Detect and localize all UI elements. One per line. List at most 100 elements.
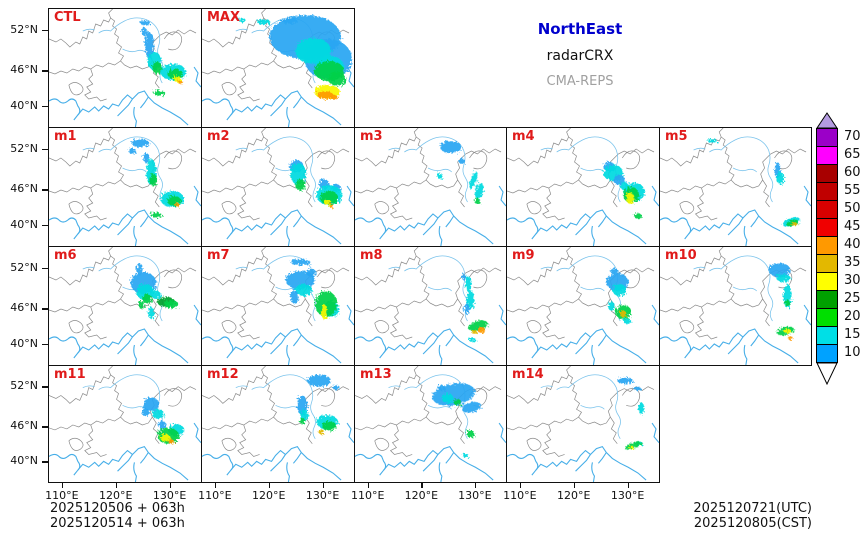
y-axis-tick [42, 189, 48, 191]
panel-label: m9 [512, 248, 535, 263]
valid-time-cst: 2025120805(CST) [693, 516, 812, 531]
radar-echo [441, 393, 454, 404]
radar-echo [174, 203, 180, 207]
panel-label: m2 [207, 129, 230, 144]
x-axis-label: 130°E [152, 489, 187, 502]
y-axis-label: 40°N [10, 98, 38, 112]
panel-m4: m4 [506, 127, 660, 247]
panel-m10: m10 [659, 246, 812, 366]
radar-echo [143, 397, 160, 412]
radar-echo [295, 179, 306, 191]
radar-echo [626, 192, 635, 204]
panel-ctl: CTL [48, 8, 202, 128]
radar-echo [330, 94, 339, 100]
radar-echo [164, 300, 179, 308]
panel-m2: m2 [201, 127, 355, 247]
colorbar-box-35 [816, 254, 838, 273]
x-axis-label: 110°E [198, 489, 232, 502]
map-svg [202, 247, 354, 365]
colorbar-box-65 [816, 146, 838, 165]
panel-m7: m7 [201, 246, 355, 366]
radar-echo [453, 399, 462, 406]
radar-echo [329, 204, 334, 208]
radar-echo [136, 263, 143, 275]
panel-label: m1 [54, 129, 77, 144]
map-svg [49, 9, 201, 127]
radar-echo [322, 421, 337, 431]
colorbar-label: 50 [844, 201, 860, 216]
radar-echo [628, 445, 635, 450]
init-time-line-2: 2025120514 + 063h [50, 516, 185, 531]
radar-echo [475, 183, 484, 199]
radar-echo [461, 401, 482, 413]
radar-echo [152, 409, 165, 420]
x-axis-label: 130°E [458, 489, 492, 502]
radar-echo [471, 330, 478, 334]
radar-echo [150, 212, 163, 218]
radar-echo [143, 153, 150, 163]
panel-m6: m6 [48, 246, 202, 366]
x-axis-tick [115, 483, 118, 488]
y-axis-label: 40°N [10, 336, 38, 350]
map-svg [202, 128, 354, 246]
radar-echo [776, 274, 791, 282]
panel-m13: m13 [354, 365, 507, 483]
radar-echo [158, 421, 167, 429]
radar-echo [153, 90, 166, 96]
y-axis-label: 46°N [10, 63, 38, 77]
map-svg [507, 366, 659, 482]
x-axis-tick [214, 483, 217, 488]
colorbar-box-55 [816, 182, 838, 201]
y-axis-tick [42, 70, 48, 72]
radar-echo [619, 310, 627, 318]
radar-echo [160, 433, 171, 442]
radar-echo [295, 38, 332, 64]
panel-label: m13 [360, 367, 392, 382]
x-axis-label: 130°E [610, 489, 645, 502]
panel-label: m11 [54, 367, 86, 382]
radar-echo [466, 291, 475, 309]
radar-echo [624, 441, 642, 450]
x-axis-tick [421, 483, 423, 488]
radar-echo [613, 175, 626, 185]
x-axis-label: 110°E [45, 489, 79, 502]
radar-echo [300, 409, 309, 422]
panel-label: m10 [665, 248, 697, 263]
y-axis-tick [42, 308, 48, 310]
panel-label: m3 [360, 129, 383, 144]
map-svg [355, 128, 506, 246]
panel-label: m12 [207, 367, 239, 382]
panel-label: MAX [207, 10, 241, 25]
radar-echo [623, 318, 632, 324]
radar-echo [315, 291, 338, 317]
radar-echo [177, 80, 183, 84]
map-svg [49, 247, 201, 365]
radar-echo [290, 163, 307, 185]
map-svg [660, 128, 811, 246]
radar-echo [321, 304, 328, 320]
radar-echo [474, 198, 481, 204]
y-axis-label: 52°N [10, 379, 38, 393]
colorbar-label: 25 [844, 291, 860, 306]
y-axis-tick [42, 224, 48, 227]
y-axis-label: 52°N [10, 260, 38, 274]
radar-echo [633, 386, 642, 391]
radar-echo [141, 28, 148, 36]
radar-echo [461, 274, 466, 280]
colorbar-box-10 [816, 344, 838, 363]
y-axis-label: 46°N [10, 419, 38, 433]
title-block: NorthEast radarCRX CMA-REPS [468, 20, 692, 89]
radar-echo [299, 418, 306, 424]
radar-echo [439, 141, 462, 153]
radar-echo [140, 20, 151, 26]
colorbar-box-30 [816, 272, 838, 291]
radar-echo [466, 429, 475, 438]
y-axis-tick [42, 267, 48, 270]
radar-echo [290, 290, 299, 304]
colorbar-box-40 [816, 236, 838, 255]
radar-echo [323, 199, 331, 205]
radar-echo [608, 301, 615, 311]
panel-label: m14 [512, 367, 544, 382]
panel-label: m7 [207, 248, 230, 263]
